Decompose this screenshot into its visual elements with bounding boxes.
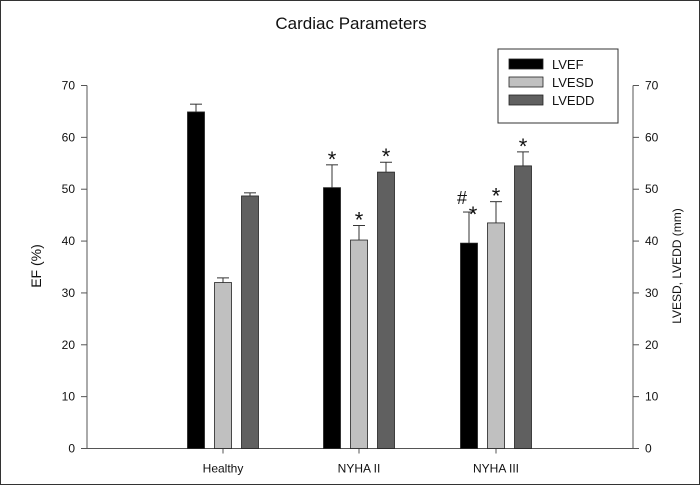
bar-lvedd xyxy=(377,171,395,449)
x-tick-label: NYHA III xyxy=(473,462,519,476)
bar-lvesd xyxy=(350,239,368,449)
x-tick-label: NYHA II xyxy=(338,462,381,476)
legend-swatch-lvesd xyxy=(508,76,544,88)
significance-marker: * xyxy=(492,184,501,209)
y-tick-label-left: 0 xyxy=(68,442,75,456)
bar-lvef xyxy=(460,242,478,449)
significance-marker: * xyxy=(355,208,364,233)
bar-lvedd xyxy=(241,195,259,449)
legend-label-lvef: LVEF xyxy=(552,57,584,72)
y-tick-label-left: 20 xyxy=(62,338,76,352)
significance-marker: # xyxy=(457,188,467,208)
y-tick-label-left: 40 xyxy=(62,234,76,248)
chart-title: Cardiac Parameters xyxy=(275,14,426,33)
significance-marker: * xyxy=(519,134,528,159)
legend-label-lvedd: LVEDD xyxy=(552,93,594,108)
y-tick-label-left: 50 xyxy=(62,182,76,196)
legend: LVEF LVESD LVEDD xyxy=(497,48,619,124)
y-tick-label-right: 40 xyxy=(645,234,659,248)
significance-marker: * xyxy=(469,202,478,227)
bar-lvesd xyxy=(487,222,505,449)
bar-lvef xyxy=(187,111,205,449)
significance-marker: * xyxy=(382,144,391,169)
y-axis-label-left: EF (%) xyxy=(28,244,44,288)
y-tick-label-right: 0 xyxy=(645,442,652,456)
significance-marker: * xyxy=(328,147,337,172)
legend-swatch-lvedd xyxy=(508,94,544,106)
bar-lvef xyxy=(323,187,341,449)
bar-lvesd xyxy=(214,282,232,449)
y-tick-label-left: 70 xyxy=(62,79,76,93)
y-tick-label-right: 50 xyxy=(645,182,659,196)
y-axis-label-right: LVESD, LVEDD (mm) xyxy=(670,208,684,324)
y-tick-label-right: 30 xyxy=(645,286,659,300)
bar-lvedd xyxy=(514,165,532,449)
y-tick-label-left: 60 xyxy=(62,130,76,144)
legend-swatch-lvef xyxy=(508,58,544,70)
y-tick-label-right: 60 xyxy=(645,130,659,144)
y-tick-label-left: 30 xyxy=(62,286,76,300)
y-tick-label-left: 10 xyxy=(62,390,76,404)
y-tick-label-right: 70 xyxy=(645,79,659,93)
y-tick-label-right: 10 xyxy=(645,390,659,404)
x-tick-label: Healthy xyxy=(203,462,244,476)
legend-label-lvesd: LVESD xyxy=(552,75,594,90)
y-tick-label-right: 20 xyxy=(645,338,659,352)
